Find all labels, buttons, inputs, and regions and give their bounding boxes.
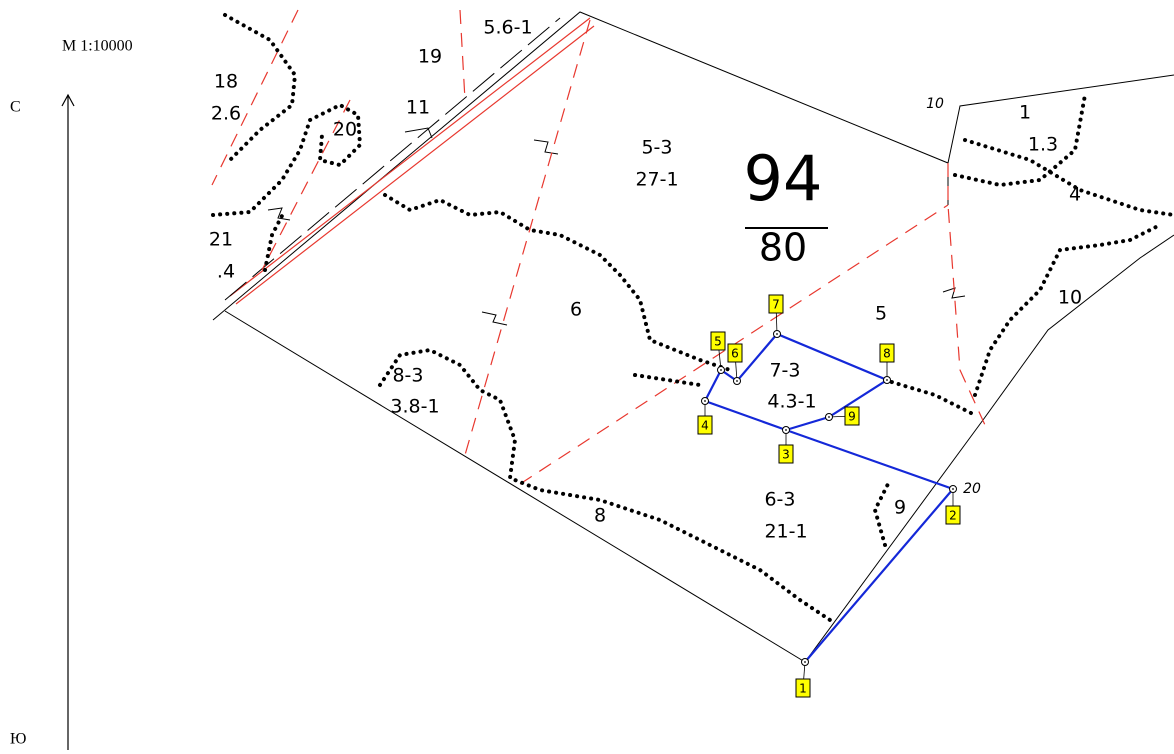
area-label: 8-3 — [392, 365, 423, 387]
point-center — [828, 416, 830, 418]
south-label: Ю — [10, 731, 26, 748]
area-label: 4 — [1069, 184, 1081, 206]
area-label: 27-1 — [635, 169, 678, 191]
point-number: 2 — [949, 509, 957, 523]
point-center — [736, 380, 738, 382]
area-label: 8 — [594, 505, 606, 527]
allotment-boundary — [705, 334, 953, 662]
area-label: 6-3 — [764, 489, 795, 511]
north-arrow — [62, 95, 74, 750]
area-label: 10 — [926, 96, 944, 112]
forest-plan-map: М 1:10000 С Ю 5.6 — [0, 0, 1174, 754]
area-label: 11 — [406, 97, 430, 119]
area-label: 4.3-1 — [767, 391, 816, 413]
area-label: 1 — [1019, 102, 1031, 124]
area-label: 80 — [759, 226, 807, 270]
area-label: 3.8-1 — [390, 396, 439, 418]
area-label: 94 — [744, 142, 823, 215]
point-center — [785, 429, 787, 431]
area-label: 1.3 — [1028, 134, 1058, 156]
area-label: 20 — [963, 481, 981, 497]
red-dashed-lines — [212, 10, 985, 484]
point-number: 4 — [701, 419, 709, 433]
point-number: 3 — [782, 448, 790, 462]
point-number: 8 — [883, 347, 891, 361]
point-center — [804, 661, 806, 663]
scale-label: М 1:10000 — [62, 38, 133, 55]
area-label: 21-1 — [764, 521, 807, 543]
area-label: .4 — [217, 261, 235, 283]
point-number: 7 — [772, 298, 780, 312]
point-center — [952, 488, 954, 490]
area-label: 2.6 — [211, 103, 241, 125]
area-label: 6 — [570, 299, 582, 321]
point-center — [886, 379, 888, 381]
point-number: 1 — [799, 682, 807, 696]
area-label: 5 — [875, 303, 887, 325]
point-number: 6 — [731, 347, 739, 361]
point-center — [704, 400, 706, 402]
point-center — [776, 333, 778, 335]
area-label: 10 — [1058, 287, 1082, 309]
area-label: 5-3 — [641, 137, 672, 159]
area-label: 9 — [894, 497, 906, 519]
area-label: 21 — [209, 229, 233, 251]
area-label: 5.6-1 — [483, 17, 532, 39]
north-label: С — [10, 99, 21, 116]
area-label: 18 — [214, 71, 238, 93]
area-label: 7-3 — [769, 360, 800, 382]
point-center — [720, 369, 722, 371]
area-label: 20 — [333, 119, 357, 141]
point-number: 9 — [848, 410, 856, 424]
area-label: 19 — [418, 46, 442, 68]
point-number: 5 — [714, 335, 722, 349]
